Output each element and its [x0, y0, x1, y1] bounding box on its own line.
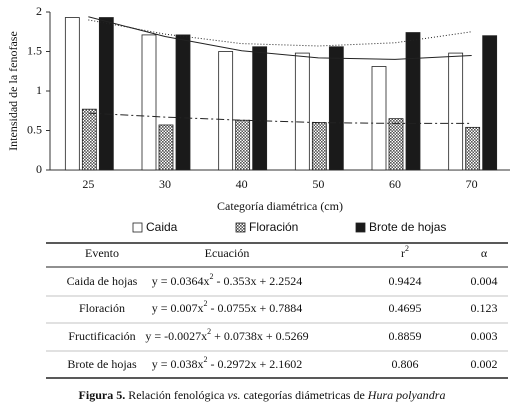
table-cell: Caida de hojas	[67, 274, 138, 288]
text-span: y = -0.0027x	[145, 329, 207, 343]
table-cell: 0.002	[471, 357, 498, 371]
table-cell: 0.806	[392, 357, 419, 371]
legend-swatch	[132, 222, 143, 233]
caption-part: vs.	[228, 388, 241, 402]
y-axis-label: Intensidad de la fenofase	[6, 31, 20, 151]
table-cell: y = 0.007x2 - 0.0755x + 0.7884	[152, 299, 303, 314]
bar	[371, 66, 387, 171]
table-cell: Floración	[79, 301, 125, 315]
y-tick-label: 0.5	[27, 122, 42, 136]
caption: Figura 5. Relación fenológica vs. catego…	[79, 388, 446, 402]
table-cell: 0.003	[471, 329, 498, 343]
x-tick-label: 50	[312, 177, 324, 191]
bar	[158, 124, 174, 171]
x-tick-label: 60	[389, 177, 401, 191]
bar	[328, 46, 344, 171]
text-span: + 0.0738x + 0.5269	[211, 329, 309, 343]
table-cell: Fructificación	[68, 329, 135, 343]
bar	[218, 51, 234, 171]
caption-part: categorías diámetricas de	[241, 388, 368, 402]
bar	[294, 52, 310, 171]
table-cell: y = 0.0364x2 - 0.353x + 2.2524	[152, 272, 303, 287]
table-cell: r2	[401, 244, 409, 259]
table-cell: y = -0.0027x2 + 0.0738x + 0.5269	[145, 327, 308, 342]
table-cell: y = 0.038x2 - 0.2972x + 2.1602	[152, 355, 303, 370]
table-cell: Brote de hojas	[67, 357, 137, 371]
caption-part: Hura polyandra	[367, 388, 446, 402]
y-tick-label: 2	[36, 4, 42, 18]
text-span: y = 0.007x	[152, 301, 204, 315]
y-tick-label: 0	[36, 162, 42, 176]
x-tick-label: 40	[236, 177, 248, 191]
legend-swatch	[235, 222, 246, 233]
text-span: y = 0.0364x	[152, 274, 210, 288]
legend-label: Brote de hojas	[369, 220, 446, 234]
x-axis-label: Categoría diamétrica (cm)	[217, 199, 343, 213]
x-tick-label: 25	[82, 177, 94, 191]
superscript: 2	[405, 244, 409, 253]
superscript: 2	[204, 355, 208, 364]
table-cell: α	[481, 246, 488, 260]
text-span: - 0.353x + 2.2524	[214, 274, 303, 288]
bar	[482, 35, 498, 171]
y-tick-label: 1.5	[27, 43, 42, 57]
bar	[405, 32, 421, 171]
x-tick-label: 30	[159, 177, 171, 191]
table-cell: 0.9424	[389, 274, 422, 288]
superscript: 2	[210, 272, 214, 281]
text-span: - 0.0755x + 0.7884	[208, 301, 303, 315]
text-span: - 0.2972x + 2.1602	[208, 357, 303, 371]
bar	[388, 118, 404, 171]
legend-label: Caida	[146, 220, 178, 234]
bar	[311, 122, 327, 171]
text-span: y = 0.038x	[152, 357, 204, 371]
table-cell: 0.123	[471, 301, 498, 315]
superscript: 2	[207, 327, 211, 336]
bar	[175, 34, 191, 171]
text-span: r	[401, 246, 405, 260]
table-cell: Evento	[85, 246, 119, 260]
bar	[81, 108, 97, 171]
bar	[98, 17, 114, 171]
bar	[141, 34, 157, 171]
trendline	[88, 16, 472, 60]
superscript: 2	[204, 299, 208, 308]
table-cell: 0.8859	[389, 329, 422, 343]
table-cell: 0.4695	[389, 301, 422, 315]
caption-part: Relación fenológica	[125, 388, 227, 402]
caption-part: Figura 5.	[79, 388, 126, 402]
y-tick-label: 1	[36, 83, 42, 97]
table-cell: Ecuación	[205, 246, 250, 260]
bar	[252, 46, 268, 171]
legend-label: Floración	[249, 220, 298, 234]
legend-swatch	[355, 222, 366, 233]
bar	[235, 119, 251, 171]
bar	[64, 17, 80, 171]
bar	[448, 52, 464, 171]
x-tick-label: 70	[466, 177, 478, 191]
trendline	[88, 19, 472, 47]
table-cell: 0.004	[471, 274, 498, 288]
bar	[465, 126, 481, 171]
